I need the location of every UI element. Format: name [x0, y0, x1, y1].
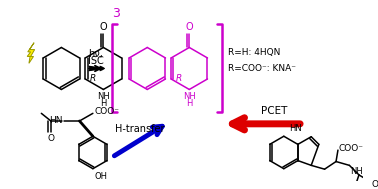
Text: NH: NH	[97, 92, 110, 101]
Text: R: R	[90, 74, 96, 84]
Text: R=H: 4HQN: R=H: 4HQN	[228, 48, 281, 57]
Text: PCET: PCET	[261, 106, 287, 116]
Text: H: H	[100, 99, 107, 108]
Text: hν,: hν,	[88, 49, 103, 59]
Text: 3: 3	[112, 7, 120, 20]
Text: HN: HN	[49, 116, 62, 125]
Text: O: O	[47, 134, 54, 143]
Text: O: O	[371, 180, 378, 189]
Text: COO⁻: COO⁻	[339, 144, 364, 153]
Text: O: O	[186, 22, 193, 32]
Text: ISC: ISC	[88, 56, 104, 66]
Text: OH: OH	[95, 172, 108, 180]
Text: O: O	[99, 22, 107, 32]
Text: R: R	[176, 74, 182, 84]
Polygon shape	[27, 43, 35, 63]
Text: HN: HN	[290, 124, 302, 133]
Text: NH: NH	[350, 167, 363, 176]
Text: R=COO⁻: KNA⁻: R=COO⁻: KNA⁻	[228, 64, 296, 73]
Text: COO⁻: COO⁻	[95, 107, 120, 116]
Text: H: H	[186, 99, 192, 108]
Text: H-transfer: H-transfer	[115, 124, 164, 134]
Text: NH: NH	[183, 92, 196, 101]
